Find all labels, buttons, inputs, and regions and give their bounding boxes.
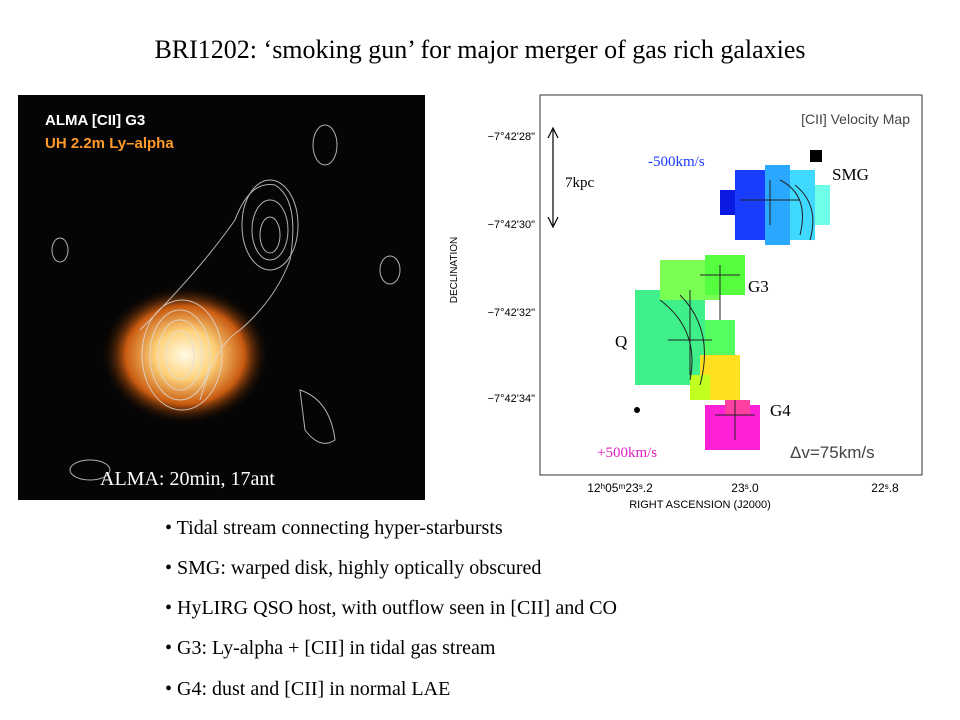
scale-arrow: [547, 126, 559, 229]
velocity-map: [CII] Velocity Map 7kpc -500km/s SMG G3 …: [449, 94, 923, 511]
bullet-text: HyLIRG QSO host, with outflow seen in [C…: [177, 597, 617, 619]
x-tick-label: 22ˢ.8: [871, 481, 899, 495]
y-tick-label: −7°42'28": [488, 131, 536, 143]
velocity-label: -500km/s: [648, 154, 705, 170]
bullet-text: G3: Ly-alpha + [CII] in tidal gas stream: [177, 637, 496, 659]
contours: [659, 179, 814, 440]
region-label: SMG: [832, 165, 869, 184]
bullet: • G3: Ly-alpha + [CII] in tidal gas stre…: [165, 637, 496, 659]
bullet-text: SMG: warped disk, highly optically obscu…: [177, 557, 541, 579]
region-label: G3: [748, 277, 769, 296]
map-title: [CII] Velocity Map: [801, 111, 910, 127]
region-label: G4: [770, 401, 791, 420]
smg-pixels: [720, 150, 830, 245]
y-axis-label: DECLINATION: [449, 237, 460, 304]
bullet: • HyLIRG QSO host, with outflow seen in …: [165, 597, 617, 619]
y-tick-label: −7°42'34": [488, 393, 536, 405]
x-tick-label: 23ˢ.0: [731, 481, 759, 495]
slide-title: BRI1202: ‘smoking gun’ for major merger …: [154, 35, 805, 64]
legend-line: UH 2.2m Ly–alpha: [45, 135, 174, 152]
x-tick-label: 12ʰ05ᵐ23ˢ.2: [587, 481, 653, 495]
legend-line: ALMA [CII] G3: [45, 112, 145, 129]
g4-pixels: [705, 400, 760, 450]
bullet-list: • Tidal stream connecting hyper-starburs…: [165, 517, 617, 700]
y-tick-label: −7°42'30": [488, 219, 536, 231]
bullet: • Tidal stream connecting hyper-starburs…: [165, 517, 503, 539]
bullet: • G4: dust and [CII] in normal LAE: [165, 678, 450, 700]
velocity-label: +500km/s: [597, 445, 657, 461]
alma-image: ALMA [CII] G3 UH 2.2m Ly–alpha ALMA: 20m…: [18, 95, 425, 500]
y-tick-label: −7°42'32": [488, 307, 536, 319]
bullet-text: G4: dust and [CII] in normal LAE: [177, 678, 450, 700]
region-label: Q: [615, 332, 627, 351]
bullet: • SMG: warped disk, highly optically obs…: [165, 557, 541, 579]
bullet-text: Tidal stream connecting hyper-starbursts: [177, 517, 503, 539]
x-axis-label: RIGHT ASCENSION (J2000): [629, 499, 771, 511]
marker-dot: [634, 407, 640, 413]
resolution-label: Δv=75km/s: [790, 443, 875, 462]
scale-label: 7kpc: [565, 175, 595, 191]
image-caption: ALMA: 20min, 17ant: [100, 468, 275, 490]
